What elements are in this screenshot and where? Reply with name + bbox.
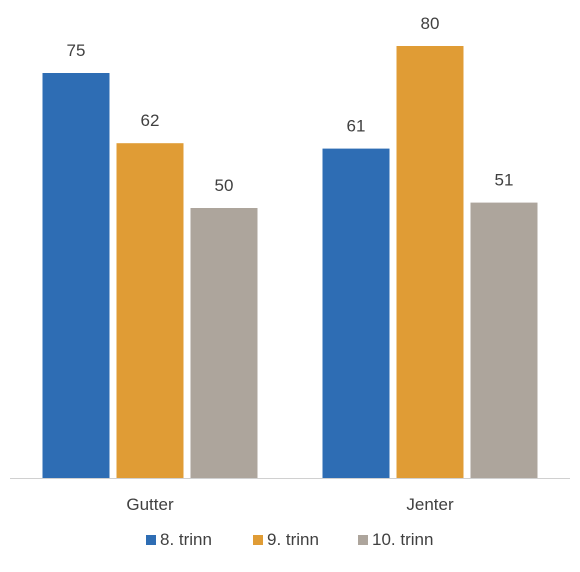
bar-gutter-1 bbox=[42, 73, 110, 478]
data-label: 62 bbox=[141, 111, 160, 130]
legend-label: 8. trinn bbox=[160, 530, 212, 549]
legend-swatch bbox=[358, 535, 368, 545]
legend-item-2: 9. trinn bbox=[253, 530, 319, 549]
category-labels-layer: Gutter Jenter bbox=[126, 495, 454, 514]
legend-swatch bbox=[253, 535, 263, 545]
legend-label: 10. trinn bbox=[372, 530, 433, 549]
data-label: 50 bbox=[215, 176, 234, 195]
data-label: 80 bbox=[421, 14, 440, 33]
data-label: 61 bbox=[347, 117, 366, 136]
category-label-gutter: Gutter bbox=[126, 495, 174, 514]
bar-gutter-2 bbox=[116, 143, 184, 478]
legend-swatch bbox=[146, 535, 156, 545]
bar-jenter-1 bbox=[322, 148, 390, 478]
legend-item-1: 8. trinn bbox=[146, 530, 212, 549]
data-label: 51 bbox=[495, 171, 514, 190]
data-label: 75 bbox=[67, 41, 86, 60]
bar-gutter-3 bbox=[190, 208, 258, 478]
legend-label: 9. trinn bbox=[267, 530, 319, 549]
category-label-jenter: Jenter bbox=[406, 495, 454, 514]
legend: 8. trinn 9. trinn 10. trinn bbox=[146, 530, 433, 549]
legend-item-3: 10. trinn bbox=[358, 530, 433, 549]
data-labels-layer: 75 62 50 61 80 51 bbox=[67, 14, 514, 195]
bar-jenter-3 bbox=[470, 202, 538, 478]
bars-layer bbox=[42, 46, 538, 478]
bar-jenter-2 bbox=[396, 46, 464, 478]
